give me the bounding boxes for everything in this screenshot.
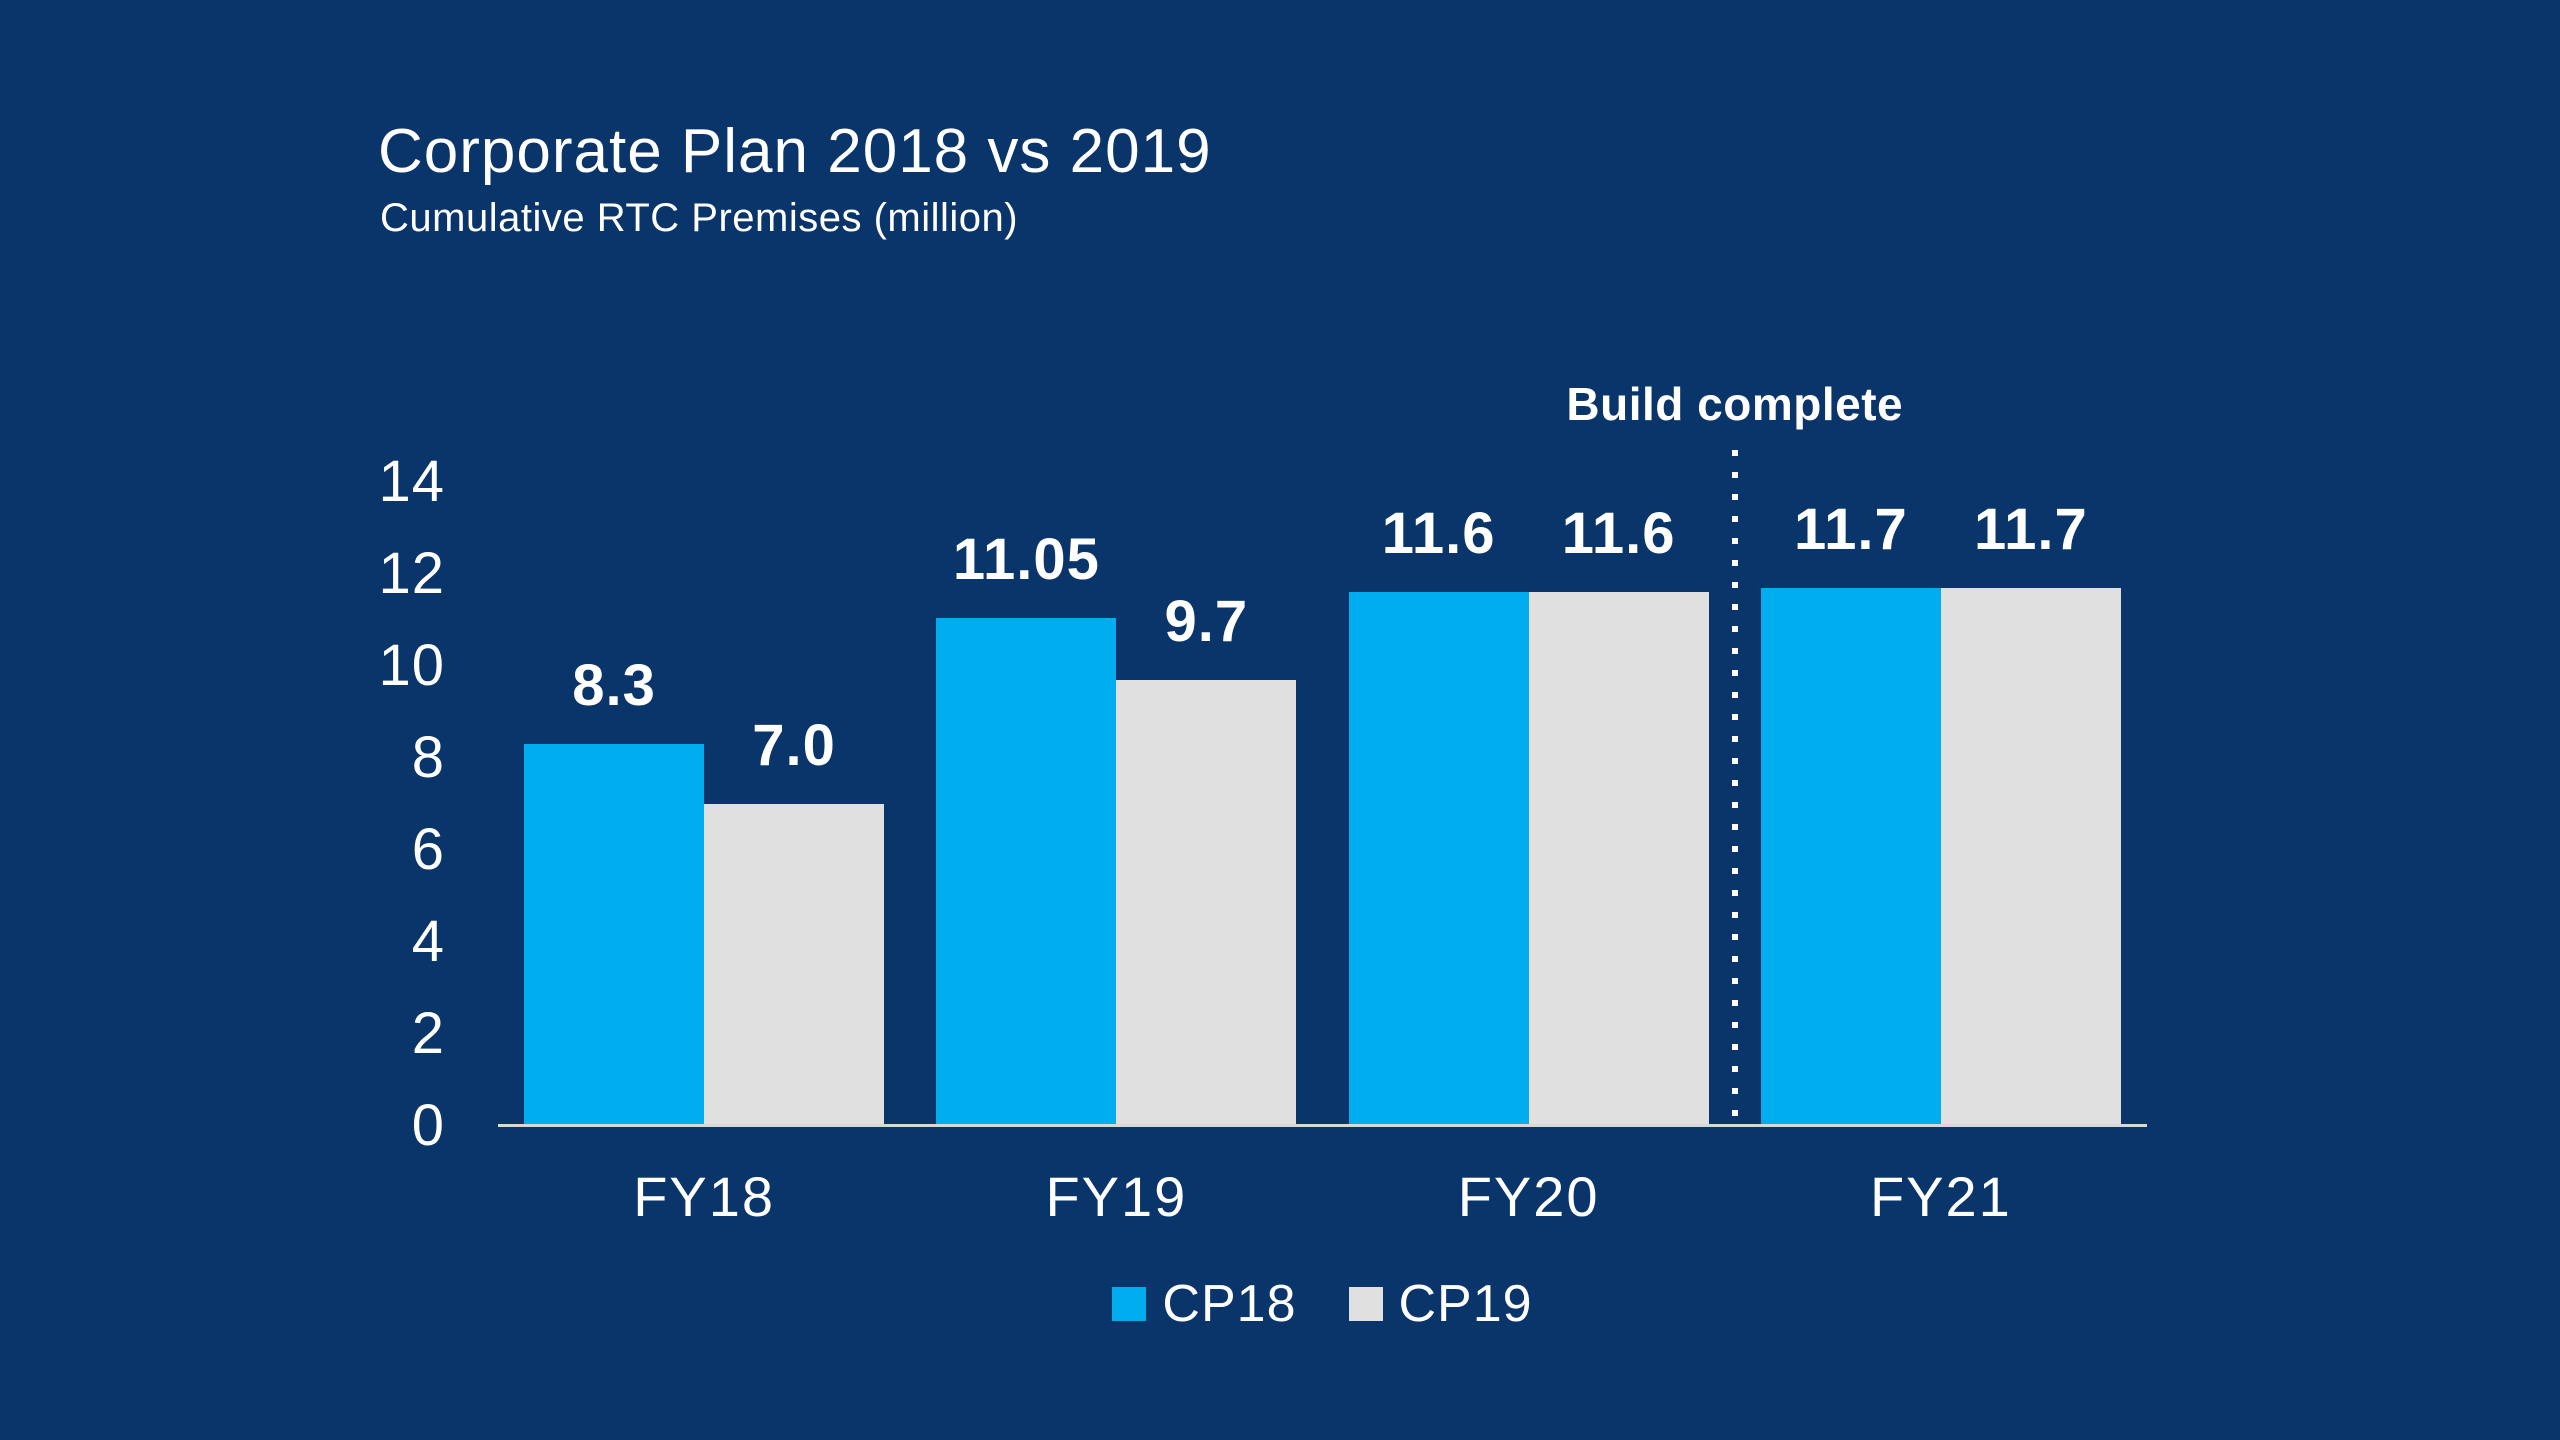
legend-item-cp19: CP19 — [1348, 1275, 1533, 1333]
value-label-cp18-fy20: 11.6 — [1381, 501, 1496, 567]
annotation-dotted-line — [1731, 450, 1738, 1126]
bar-cp18-fy18 — [524, 744, 705, 1126]
y-tick-label-2: 2 — [411, 1001, 445, 1066]
chart-title: Corporate Plan 2018 vs 2019 — [378, 117, 1212, 186]
x-axis-baseline — [498, 1124, 2147, 1127]
legend-swatch-cp18 — [1112, 1287, 1147, 1321]
y-tick-label-10: 10 — [378, 633, 445, 698]
legend-label-cp18: CP18 — [1162, 1275, 1297, 1333]
chart-legend: CP18 CP19 — [498, 1268, 2147, 1340]
annotation-label: Build complete — [1566, 378, 1904, 430]
x-category-label-fy20: FY20 — [1457, 1165, 1600, 1228]
y-tick-label-0: 0 — [411, 1093, 445, 1158]
bar-cp19-fy19 — [1116, 679, 1297, 1126]
y-tick-label-6: 6 — [411, 817, 445, 882]
y-tick-label-8: 8 — [411, 725, 445, 790]
legend-swatch-cp19 — [1348, 1287, 1383, 1321]
x-category-label-fy18: FY18 — [633, 1165, 776, 1228]
y-tick-label-4: 4 — [411, 909, 445, 974]
x-category-label-fy19: FY19 — [1045, 1165, 1188, 1228]
value-label-cp18-fy21: 11.7 — [1794, 496, 1908, 562]
value-label-cp19-fy21: 11.7 — [1974, 496, 2088, 562]
value-label-cp19-fy18: 7.0 — [752, 713, 836, 778]
legend-item-cp18: CP18 — [1112, 1278, 1296, 1330]
bar-cp18-fy21 — [1760, 587, 1941, 1126]
y-tick-label-14: 14 — [378, 449, 445, 514]
chart-subtitle: Cumulative RTC Premises (million) — [380, 196, 1019, 240]
x-category-label-fy21: FY21 — [1869, 1165, 2012, 1228]
value-label-cp19-fy19: 9.7 — [1164, 588, 1249, 654]
bar-cp18-fy20 — [1348, 592, 1529, 1126]
bar-cp19-fy20 — [1528, 592, 1709, 1126]
y-tick-label-12: 12 — [378, 541, 445, 606]
value-label-cp18-fy18: 8.3 — [572, 653, 656, 719]
bar-cp19-fy21 — [1940, 587, 2121, 1126]
value-label-cp18-fy19: 11.05 — [952, 526, 1100, 592]
bar-cp19-fy18 — [704, 804, 885, 1126]
bar-cp18-fy19 — [936, 617, 1117, 1126]
legend-label-cp19: CP19 — [1398, 1275, 1533, 1333]
value-label-cp19-fy20: 11.6 — [1561, 501, 1676, 567]
